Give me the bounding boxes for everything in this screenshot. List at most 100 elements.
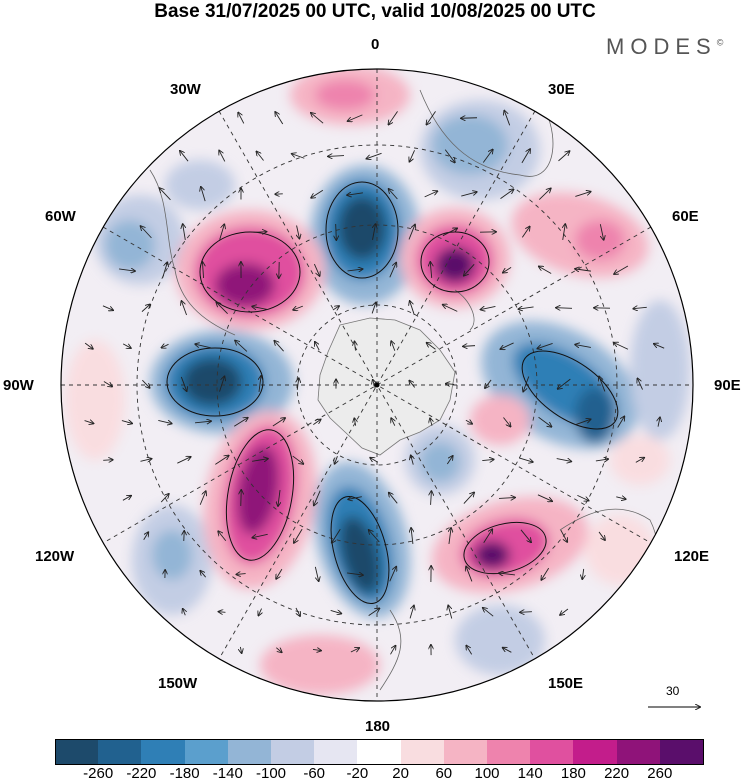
wind-arrow: [575, 419, 590, 426]
wind-arrow: [617, 417, 625, 428]
colorbar-swatch: [314, 739, 358, 765]
wind-arrow: [200, 571, 207, 578]
wind-arrow: [519, 457, 533, 462]
wind-arrow: [658, 417, 660, 427]
wind-arrow: [556, 459, 572, 462]
wind-arrow: [219, 224, 225, 240]
lon-label-120w: 120W: [35, 548, 75, 565]
wind-arrow: [389, 263, 396, 278]
wind-arrow: [443, 305, 458, 312]
lon-label-150e: 150E: [548, 675, 584, 692]
wind-arrow: [215, 456, 228, 465]
wind-arrow: [556, 308, 573, 309]
wind-arrow: [201, 187, 206, 202]
wind-arrow: [446, 384, 455, 385]
wind-arrow: [292, 154, 305, 159]
wind-arrow: [523, 376, 530, 392]
wind-arrow: [598, 531, 605, 540]
wind-arrow: [575, 192, 590, 197]
wind-arrow: [84, 342, 93, 349]
wind-arrow: [614, 343, 629, 350]
wind-arrow: [442, 228, 457, 237]
wind-arrow: [449, 528, 451, 544]
colorbar-swatch: [98, 739, 142, 765]
wind-arrow: [219, 376, 225, 392]
wind-arrow: [448, 605, 453, 619]
wind-arrow: [219, 612, 226, 613]
wind-arrow: [313, 419, 320, 425]
wind-arrow: [595, 459, 608, 461]
wind-arrow: [466, 646, 473, 655]
wind-arrow: [503, 417, 510, 427]
colorbar-swatch: [616, 739, 661, 765]
wind-arrow: [202, 262, 203, 279]
wind-arrow: [314, 566, 318, 581]
wind-arrow: [463, 346, 476, 347]
wind-arrow: [332, 306, 339, 310]
wind-arrow: [354, 418, 355, 426]
wind-arrow: [409, 381, 416, 388]
wind-arrow: [122, 343, 131, 348]
contours: [166, 181, 619, 605]
wind-arrow: [409, 150, 415, 161]
wind-arrow: [347, 193, 363, 195]
wind-arrow: [195, 344, 211, 349]
wind-arrow: [575, 269, 591, 271]
wind-arrow: [558, 151, 569, 162]
wind-arrow: [274, 341, 284, 352]
lon-label-30w: 30W: [170, 81, 201, 98]
wind-arrow: [499, 573, 516, 575]
wind-vectors: [84, 111, 665, 656]
wind-arrow: [297, 225, 300, 238]
wind-arrow: [276, 568, 283, 579]
wind-arrow: [199, 491, 206, 505]
wind-arrow: [500, 189, 513, 200]
wind-arrow: [235, 341, 248, 352]
wind-arrow: [311, 189, 324, 198]
wind-arrow: [216, 302, 228, 315]
wind-arrow: [368, 608, 380, 616]
wind-arrow: [616, 497, 625, 499]
wind-arrow: [180, 151, 189, 162]
wind-arrow: [483, 529, 493, 544]
wind-arrow: [330, 610, 342, 613]
wind-arrow: [293, 305, 304, 310]
wind-arrow: [218, 531, 227, 542]
wind-arrow: [370, 458, 379, 463]
wind-arrow: [538, 416, 552, 426]
wind-arrow: [537, 494, 552, 501]
wind-arrow: [348, 497, 362, 500]
wind-arrow: [503, 648, 512, 653]
wind-arrow: [297, 378, 299, 390]
wind-arrow: [465, 420, 472, 424]
wind-arrow: [637, 378, 643, 390]
wind-arrow: [312, 649, 321, 650]
wind-arrow: [194, 421, 211, 423]
lon-label-120e: 120E: [674, 548, 710, 565]
wind-arrow: [141, 304, 150, 312]
wind-arrow: [539, 266, 552, 274]
wind-arrow: [313, 263, 319, 276]
wind-arrow: [635, 458, 644, 463]
wind-arrow: [518, 307, 534, 309]
lon-label-60w: 60W: [45, 208, 76, 225]
wind-arrow: [180, 376, 186, 391]
wind-arrow: [560, 529, 567, 542]
wind-arrow: [278, 490, 280, 506]
map-title: Base 31/07/2025 00 UTC, valid 10/08/2025…: [154, 1, 596, 22]
wind-arrow: [461, 118, 478, 119]
wind-arrow: [102, 305, 113, 310]
wind-arrow: [431, 491, 432, 505]
wind-arrow: [103, 460, 113, 461]
wind-arrow: [461, 192, 476, 197]
wind-arrow: [119, 269, 135, 271]
wind-arrow: [391, 341, 395, 351]
wind-arrow: [371, 303, 376, 314]
wind-arrow: [500, 342, 514, 349]
colorbar-tick-label: 20: [392, 765, 409, 782]
wind-arrow: [409, 606, 414, 619]
colorbar-tick-label: -180: [169, 765, 200, 782]
lon-label-150w: 150W: [158, 675, 198, 692]
wind-arrow: [482, 459, 493, 460]
